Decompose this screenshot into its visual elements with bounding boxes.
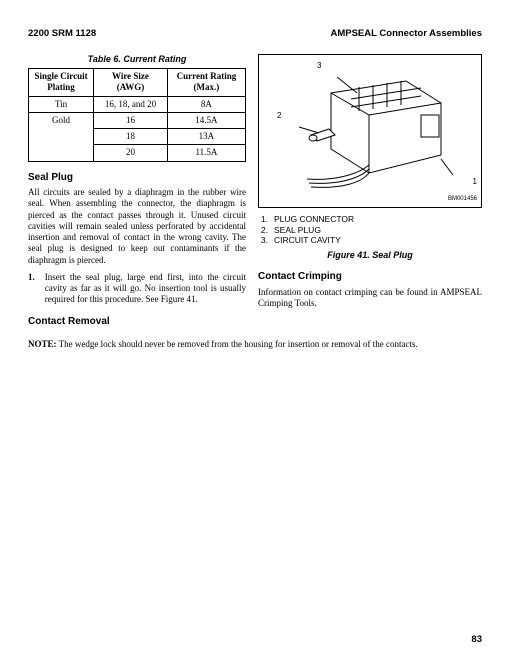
figure-box: 1 2 3 BM001456 [258, 54, 482, 208]
heading-contact-removal: Contact Removal [28, 316, 246, 329]
figure-caption: Figure 41. Seal Plug [258, 250, 482, 261]
callout-n: 2. [258, 225, 268, 236]
right-column: 1 2 3 BM001456 1. PLUG CONNECTOR 2. SEAL P… [258, 54, 482, 331]
table-cell: 14.5A [167, 112, 245, 128]
callout-row: 3. CIRCUIT CAVITY [258, 235, 482, 246]
table-cell: 13A [167, 129, 245, 145]
connector-illustration [271, 63, 461, 195]
page: 2200 SRM 1128 AMPSEAL Connector Assembli… [0, 0, 510, 660]
callout-row: 1. PLUG CONNECTOR [258, 214, 482, 225]
left-column: Table 6. Current Rating Single Circuit P… [28, 54, 246, 331]
table-header: Single Circuit Plating [29, 69, 94, 97]
figure-label-3: 3 [317, 61, 321, 71]
table-row: Tin 16, 18, and 20 8A [29, 96, 246, 112]
page-number: 83 [471, 634, 482, 646]
callout-n: 3. [258, 235, 268, 246]
callout-row: 2. SEAL PLUG [258, 225, 482, 236]
paragraph: Information on contact crimping can be f… [258, 287, 482, 310]
two-column-layout: Table 6. Current Rating Single Circuit P… [28, 54, 482, 331]
figure-label-2: 2 [277, 111, 281, 121]
figure-code: BM001456 [448, 196, 477, 204]
figure-label-1: 1 [473, 177, 477, 187]
table-cell: Gold [29, 112, 94, 161]
callout-n: 1. [258, 214, 268, 225]
table-title: Table 6. Current Rating [28, 54, 246, 65]
callout-t: SEAL PLUG [274, 225, 321, 236]
list-text: Insert the seal plug, large end first, i… [45, 272, 246, 306]
list-item: 1. Insert the seal plug, large end first… [28, 272, 246, 306]
table-header-row: Single Circuit Plating Wire Size (AWG) C… [29, 69, 246, 97]
table-cell: 16, 18, and 20 [94, 96, 168, 112]
table-cell: 18 [94, 129, 168, 145]
callout-t: PLUG CONNECTOR [274, 214, 354, 225]
table-cell: Tin [29, 96, 94, 112]
current-rating-table: Single Circuit Plating Wire Size (AWG) C… [28, 68, 246, 162]
table-cell: 16 [94, 112, 168, 128]
table-cell: 11.5A [167, 145, 245, 161]
note-label: NOTE: [28, 339, 57, 349]
callout-t: CIRCUIT CAVITY [274, 235, 341, 246]
figure-callouts: 1. PLUG CONNECTOR 2. SEAL PLUG 3. CIRCUIT C… [258, 214, 482, 246]
note-text: The wedge lock should never be removed f… [57, 339, 418, 349]
heading-contact-crimping: Contact Crimping [258, 271, 482, 284]
table-row: Gold 16 14.5A [29, 112, 246, 128]
table-header: Wire Size (AWG) [94, 69, 168, 97]
table-header: Current Rating (Max.) [167, 69, 245, 97]
table-cell: 20 [94, 145, 168, 161]
heading-seal-plug: Seal Plug [28, 172, 246, 185]
header-left: 2200 SRM 1128 [28, 28, 96, 40]
paragraph: All circuits are sealed by a diaphragm i… [28, 187, 246, 266]
table-cell: 8A [167, 96, 245, 112]
note: NOTE: The wedge lock should never be rem… [28, 339, 482, 350]
header-right: AMPSEAL Connector Assemblies [330, 28, 482, 40]
page-header: 2200 SRM 1128 AMPSEAL Connector Assembli… [28, 28, 482, 40]
list-number: 1. [28, 272, 35, 306]
